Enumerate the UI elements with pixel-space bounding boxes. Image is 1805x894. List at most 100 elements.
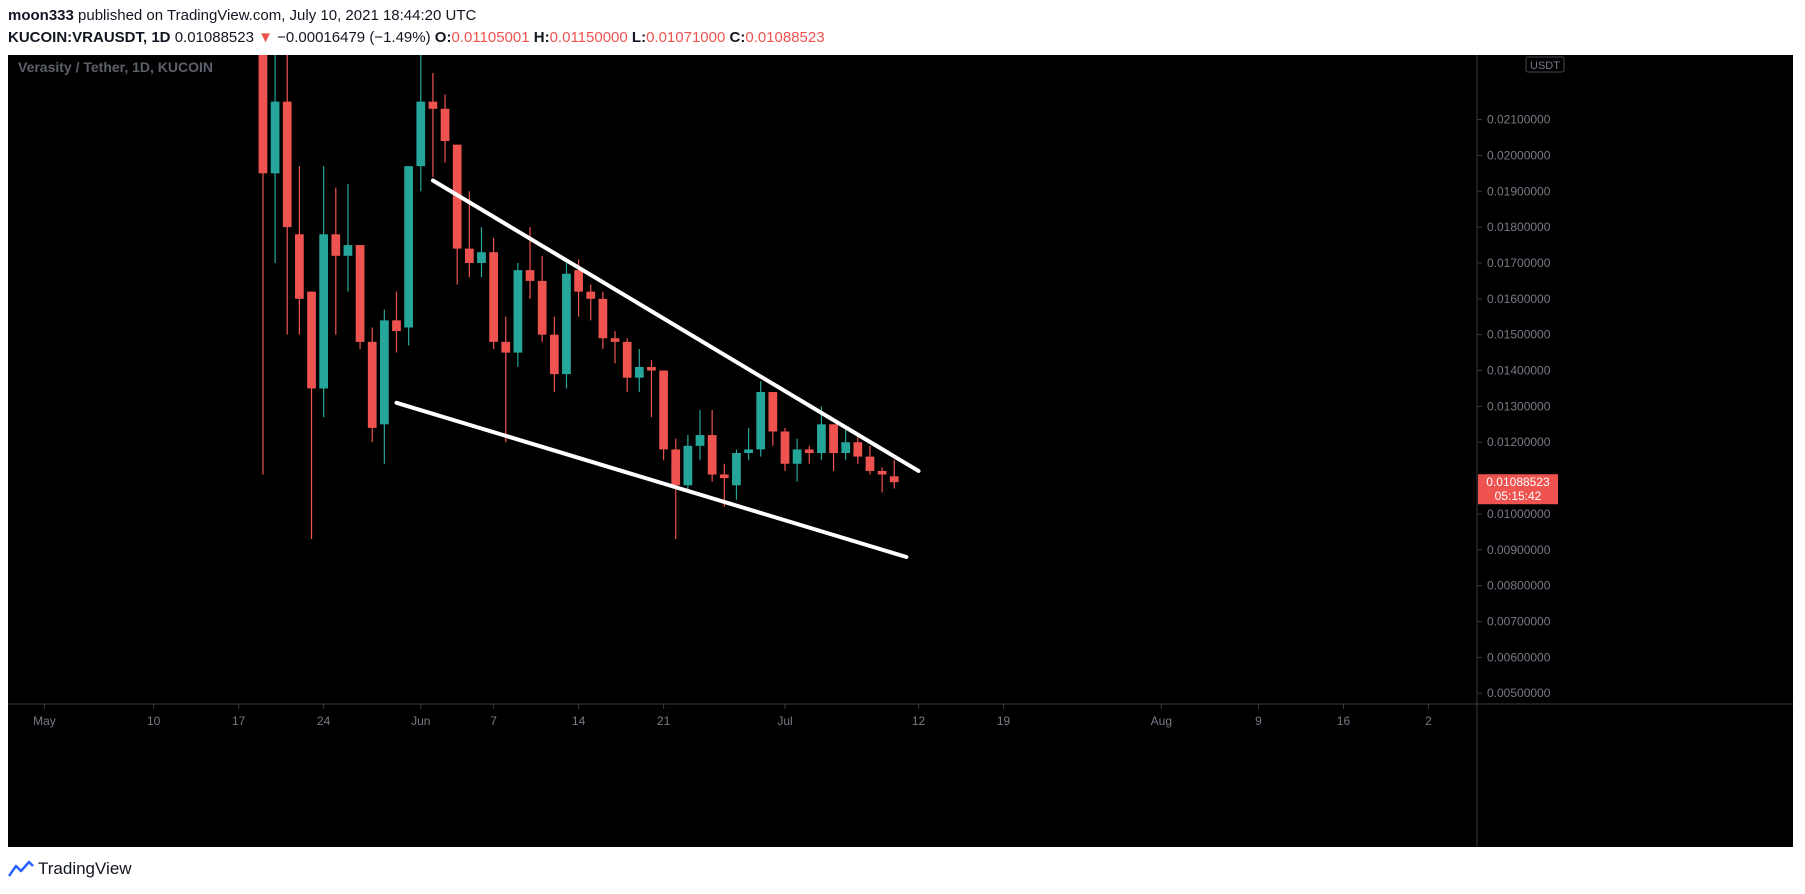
candle[interactable]	[428, 72, 438, 177]
candle[interactable]	[562, 262, 571, 389]
candle[interactable]	[877, 467, 887, 493]
candle[interactable]	[258, 55, 268, 475]
candle-body	[598, 298, 608, 339]
candle-body	[404, 166, 414, 328]
candle[interactable]	[792, 438, 802, 482]
candlestick-chart[interactable]: Verasity / Tether, 1D, KUCOIN 0.02100000…	[8, 55, 1793, 847]
candle[interactable]	[440, 94, 450, 163]
candle[interactable]	[295, 166, 304, 335]
candle-body	[319, 234, 329, 389]
candle[interactable]	[695, 409, 705, 461]
candle[interactable]	[343, 184, 353, 292]
candle[interactable]	[452, 144, 462, 285]
candle[interactable]	[841, 427, 851, 461]
candle[interactable]	[537, 255, 547, 342]
high-value: 0.01150000	[549, 29, 628, 46]
candle-body	[379, 320, 389, 425]
candle-body	[549, 334, 559, 375]
candle[interactable]	[622, 338, 632, 393]
price-tick-label: 0.00700000	[1487, 615, 1551, 629]
low-label: L:	[631, 29, 647, 46]
time-tick-label: May	[33, 714, 56, 728]
price-tick-label: 0.01600000	[1487, 292, 1551, 306]
time-axis[interactable]: May 10 17 24 Jun 7 14 21 Jul 12 19 Aug 9 16 2	[33, 704, 1432, 728]
candle[interactable]	[829, 424, 838, 471]
candle[interactable]	[889, 460, 899, 489]
last-price-marker: 0.01088523 05:15:42	[1478, 474, 1558, 505]
candle[interactable]	[586, 284, 596, 321]
candle[interactable]	[804, 445, 814, 464]
candle[interactable]	[719, 463, 729, 507]
candle-body	[610, 338, 620, 342]
candle[interactable]	[780, 427, 790, 471]
candle-body	[804, 449, 814, 454]
candle[interactable]	[707, 409, 717, 482]
candle[interactable]	[610, 331, 620, 364]
candle-body	[537, 280, 547, 335]
candle-body	[756, 392, 766, 450]
candle-body	[343, 245, 353, 256]
candle[interactable]	[598, 291, 608, 350]
candle[interactable]	[659, 370, 668, 461]
candle-body	[367, 341, 377, 428]
candle[interactable]	[683, 435, 693, 493]
candle[interactable]	[392, 291, 401, 353]
currency-badge[interactable]: USDT	[1525, 56, 1565, 73]
candle[interactable]	[634, 349, 644, 393]
candle[interactable]	[513, 262, 523, 367]
time-tick-label: 2	[1425, 714, 1432, 728]
candle-body	[683, 445, 693, 486]
published-text: published on TradingView.com, July 10, 2…	[78, 7, 477, 24]
candle[interactable]	[756, 381, 766, 457]
author-name[interactable]: moon333	[8, 7, 74, 24]
time-tick-label: 14	[572, 714, 586, 728]
candle[interactable]	[404, 166, 414, 346]
price-tick-label: 0.00900000	[1487, 543, 1551, 557]
candle-body	[586, 291, 596, 299]
candle[interactable]	[282, 55, 292, 335]
candle[interactable]	[379, 309, 389, 464]
candle[interactable]	[464, 191, 474, 278]
time-tick-label: 16	[1337, 714, 1351, 728]
price-tick-label: 0.01200000	[1487, 435, 1551, 449]
candle[interactable]	[732, 449, 741, 500]
candle[interactable]	[477, 227, 486, 278]
time-tick-label: 24	[317, 714, 331, 728]
time-tick-label: Jul	[777, 714, 792, 728]
footer-branding[interactable]: TradingView	[8, 858, 132, 880]
candle[interactable]	[817, 406, 826, 461]
trendline-lower[interactable]	[394, 400, 909, 559]
low-value: 0.01071000	[646, 29, 726, 46]
candle[interactable]	[501, 316, 511, 443]
price-axis[interactable]: 0.02100000 0.02000000 0.01900000 0.01800000…	[1477, 113, 1551, 701]
candle[interactable]	[647, 359, 656, 418]
time-tick-label: 9	[1255, 714, 1262, 728]
candle-body	[501, 341, 511, 353]
candle[interactable]	[853, 435, 863, 464]
candle[interactable]	[489, 237, 498, 350]
trendline-upper[interactable]	[430, 178, 921, 473]
price-tick-label: 0.00600000	[1487, 650, 1551, 664]
candle[interactable]	[355, 245, 365, 350]
candle-body	[258, 55, 268, 174]
candle-body	[719, 474, 729, 479]
candle[interactable]	[367, 327, 377, 443]
price-tick-label: 0.00800000	[1487, 579, 1551, 593]
candle[interactable]	[549, 316, 559, 393]
candle-body	[695, 435, 705, 446]
candle-body	[829, 424, 838, 454]
candle-body	[622, 341, 632, 378]
candle[interactable]	[744, 427, 753, 461]
candle[interactable]	[331, 187, 341, 335]
candle[interactable]	[416, 55, 426, 192]
candle-body	[671, 449, 681, 486]
candle[interactable]	[270, 55, 280, 263]
candle-body	[792, 449, 802, 464]
candle[interactable]	[319, 166, 329, 418]
currency-badge-box	[1525, 56, 1565, 73]
candle-body	[295, 234, 304, 299]
candle[interactable]	[307, 291, 316, 540]
candle[interactable]	[768, 392, 778, 446]
candle[interactable]	[865, 445, 875, 475]
candle-body	[440, 108, 450, 142]
